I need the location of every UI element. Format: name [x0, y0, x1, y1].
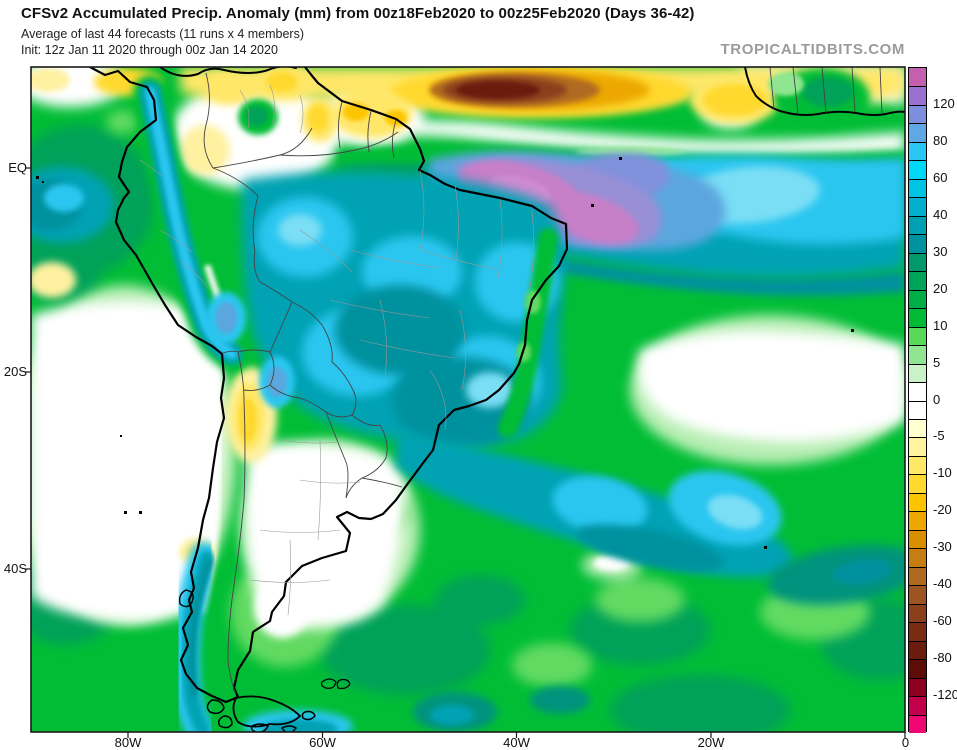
colorbar-tick-label: 0 [933, 391, 941, 407]
colorbar-tick-label: 60 [933, 169, 948, 185]
init-line: Init: 12z Jan 11 2020 through 00z Jan 14… [21, 43, 278, 57]
colorbar-cell [909, 548, 926, 567]
colorbar-cell [909, 585, 926, 604]
state-borders [139, 84, 534, 616]
colorbar-cell [909, 308, 926, 327]
colorbar-cell [909, 529, 926, 549]
y-axis-label: 20S [3, 364, 27, 379]
page-title: CFSv2 Accumulated Precip. Anomaly (mm) f… [21, 5, 695, 22]
colorbar-tick-label: 120 [933, 95, 955, 111]
x-axis-label: 20W [697, 735, 725, 750]
island-dots [36, 157, 854, 549]
colorbar-tick-label: -20 [933, 502, 952, 518]
x-axis-label: 0 [901, 735, 910, 750]
colorbar-tick-label: -80 [933, 650, 952, 666]
colorbar-cell [909, 714, 926, 733]
colorbar-cell [909, 141, 926, 161]
colorbar-tick-label: 20 [933, 280, 948, 296]
colorbar-tick-label: -5 [933, 428, 945, 444]
colorbar-cell [909, 677, 926, 697]
y-axis-label: 40S [3, 561, 27, 576]
colorbar-tick-label: 40 [933, 206, 948, 222]
colorbar-cell [909, 400, 926, 419]
colorbar-tick-label: -120 [933, 687, 957, 703]
coastlines [88, 67, 905, 732]
y-axis-label: EQ [8, 160, 27, 175]
x-axis-label: 40W [503, 735, 530, 750]
country-borders [203, 67, 883, 695]
colorbar-tick-label: -60 [933, 613, 952, 629]
colorbar-cell [909, 418, 926, 438]
subtitle: Average of last 44 forecasts (11 runs x … [21, 27, 304, 41]
watermark-logo: TROPICALTIDBITS.COM [720, 41, 905, 58]
colorbar-cell [909, 622, 926, 641]
colorbar-cell [909, 271, 926, 290]
colorbar-tick-label: 30 [933, 243, 948, 259]
colorbar-cell [909, 474, 926, 493]
colorbar-cell [909, 160, 926, 179]
colorbar-cell [909, 659, 926, 678]
x-axis-label: 60W [309, 735, 336, 750]
colorbar-tick-label: 80 [933, 132, 948, 148]
map-frame [30, 66, 906, 733]
colorbar-tick-label: 5 [933, 354, 941, 370]
colorbar-tick-label: -40 [933, 576, 952, 592]
colorbar-cell [909, 178, 926, 198]
colorbar-cell [909, 345, 926, 364]
colorbar-cell [909, 437, 926, 456]
colorbar-cell [909, 326, 926, 346]
colorbar-tick-label: 10 [933, 317, 948, 333]
colorbar [908, 67, 927, 733]
colorbar-cell [909, 566, 926, 586]
colorbar-cell [909, 382, 926, 401]
colorbar-cell [909, 252, 926, 272]
colorbar-cell [909, 215, 926, 235]
colorbar-cell [909, 696, 926, 715]
colorbar-cell [909, 492, 926, 512]
colorbar-cell [909, 511, 926, 530]
colorbar-cell [909, 197, 926, 216]
colorbar-cell [909, 363, 926, 383]
colorbar-tick-label: -10 [933, 465, 952, 481]
colorbar-cell [909, 68, 926, 87]
colorbar-cell [909, 603, 926, 623]
colorbar-tick-label: -30 [933, 539, 952, 555]
colorbar-cell [909, 86, 926, 105]
colorbar-cell [909, 234, 926, 253]
anomaly-field [31, 67, 905, 732]
axis-ticks [25, 167, 906, 738]
x-axis-label: 80W [114, 735, 142, 750]
colorbar-cell [909, 455, 926, 475]
colorbar-cell [909, 104, 926, 124]
colorbar-cell [909, 640, 926, 660]
colorbar-cell [909, 123, 926, 142]
colorbar-cell [909, 289, 926, 309]
